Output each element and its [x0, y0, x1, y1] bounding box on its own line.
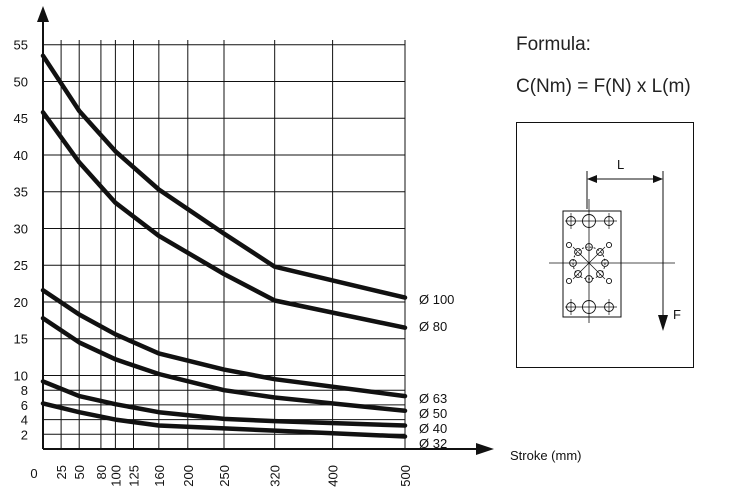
x-axis-label: Stroke (mm) [510, 448, 582, 463]
series-line [40, 110, 408, 330]
x-tick-label: 320 [268, 465, 283, 487]
y-tick-label: 55 [14, 38, 28, 53]
x-tick-label: 50 [72, 465, 87, 479]
formula-title: Formula: [516, 34, 591, 55]
y-tick-label: 20 [14, 295, 28, 310]
y-tick-label: 40 [14, 148, 28, 163]
x-tick-label: 80 [94, 465, 109, 479]
y-tick-label: 6 [21, 398, 28, 413]
x-tick-label: 100 [108, 465, 123, 487]
flange-drawing: L F [549, 157, 681, 331]
x-tick-label: 250 [217, 465, 232, 487]
series-line [40, 379, 408, 428]
y-tick-label: 45 [14, 111, 28, 126]
formula-equation: C(Nm) = F(N) x L(m) [516, 76, 691, 97]
y-tick-label: 50 [14, 74, 28, 89]
y-axis-arrow [37, 6, 49, 22]
y-tick-label: 15 [14, 332, 28, 347]
y-tick-label: 8 [21, 383, 28, 398]
x-tick-label: 200 [181, 465, 196, 487]
x-tick-label: 25 [54, 465, 69, 479]
series-label: Ø 40 [419, 421, 447, 436]
chart-axes [37, 6, 494, 455]
series-line [40, 401, 408, 439]
y-tick-label: 35 [14, 185, 28, 200]
x-tick-label: 0 [30, 466, 37, 481]
series-label: Ø 63 [419, 391, 447, 406]
length-label: L [617, 157, 624, 172]
y-tick-label: 2 [21, 427, 28, 442]
y-tick-label: 25 [14, 258, 28, 273]
y-tick-label: 10 [14, 368, 28, 383]
x-tick-label: 400 [326, 465, 341, 487]
series-line [40, 287, 408, 399]
x-tick-label: 500 [398, 465, 413, 487]
series-line [40, 53, 408, 300]
chart-series-labels: Ø 100 Ø 80 Ø 63Ø 50Ø 40Ø 32 [419, 292, 454, 451]
series-label: Ø 100 [419, 292, 454, 307]
torque-diagram: L F [516, 122, 694, 368]
x-axis-arrow [476, 443, 494, 455]
series-label: Ø 80 [419, 319, 447, 334]
x-tick-label: 125 [127, 465, 142, 487]
x-tick-label: 160 [152, 465, 167, 487]
series-label: Ø 50 [419, 406, 447, 421]
chart-series [40, 53, 408, 439]
y-tick-label: 4 [21, 413, 28, 428]
force-label: F [673, 307, 681, 322]
force-arrow [658, 315, 668, 331]
series-label: Ø 32 [419, 436, 447, 451]
series-line [40, 315, 408, 414]
y-tick-label: 30 [14, 221, 28, 236]
